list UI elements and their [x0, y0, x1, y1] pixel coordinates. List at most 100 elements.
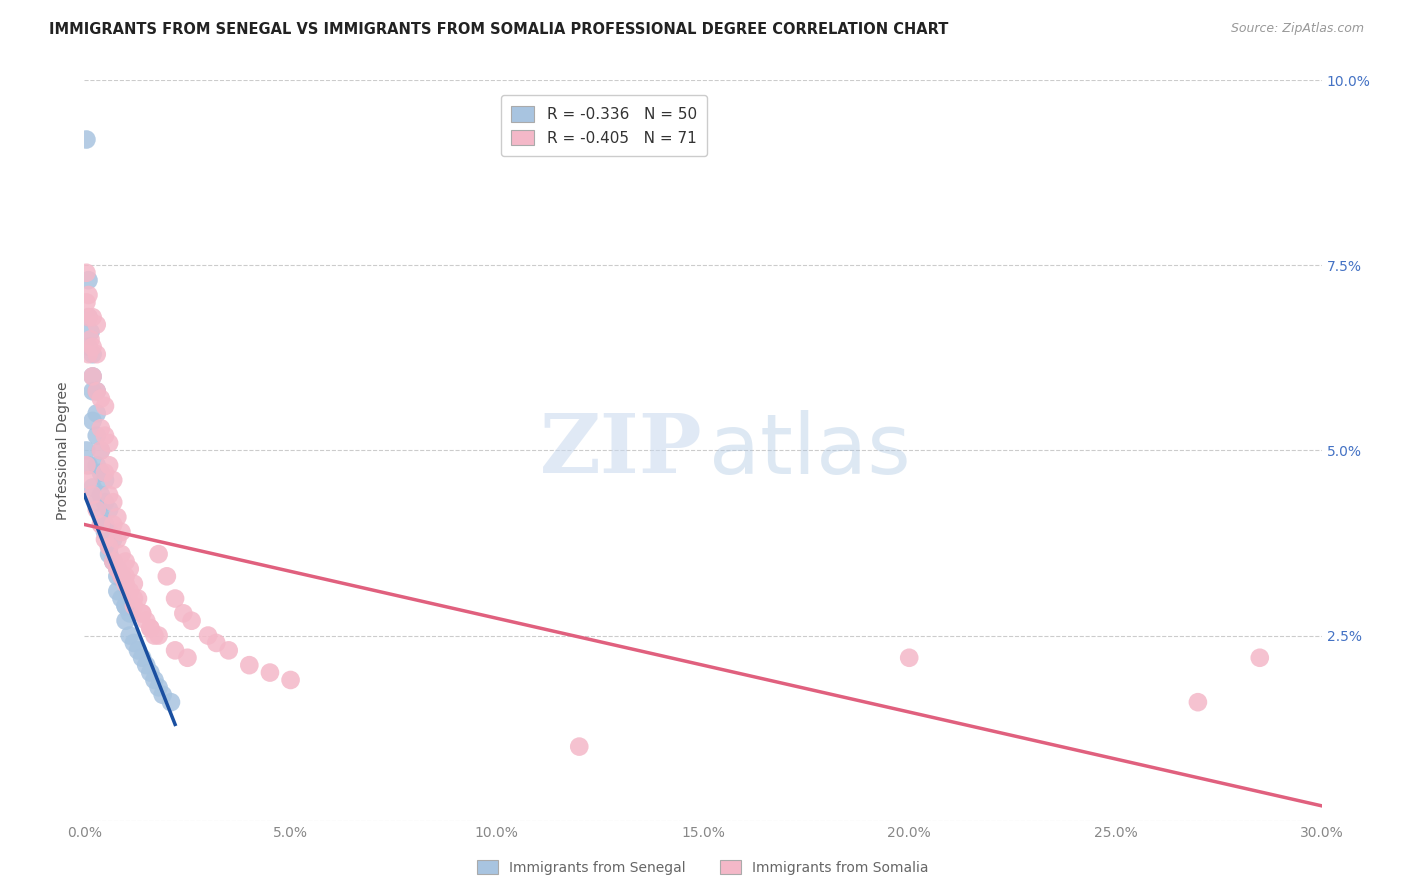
Point — [98, 524, 121, 539]
Point — [98, 540, 121, 554]
Legend: Immigrants from Senegal, Immigrants from Somalia: Immigrants from Senegal, Immigrants from… — [471, 855, 935, 880]
Point — [122, 576, 145, 591]
Point — [86, 384, 108, 399]
Point — [98, 436, 121, 450]
Point — [75, 295, 97, 310]
Text: ZIP: ZIP — [540, 410, 703, 491]
Point — [86, 495, 108, 509]
Point — [103, 554, 125, 569]
Point — [103, 473, 125, 487]
Point — [131, 607, 153, 621]
Point — [94, 473, 117, 487]
Point — [114, 599, 136, 613]
Point — [105, 569, 128, 583]
Point — [172, 607, 194, 621]
Point — [176, 650, 198, 665]
Point — [94, 428, 117, 442]
Point — [148, 547, 170, 561]
Point — [77, 310, 100, 325]
Point — [118, 628, 141, 642]
Point — [86, 318, 108, 332]
Legend: R = -0.336   N = 50, R = -0.405   N = 71: R = -0.336 N = 50, R = -0.405 N = 71 — [501, 95, 707, 156]
Point — [898, 650, 921, 665]
Point — [75, 266, 97, 280]
Point — [75, 132, 97, 146]
Point — [131, 607, 153, 621]
Point — [82, 384, 104, 399]
Point — [105, 584, 128, 599]
Point — [103, 533, 125, 547]
Point — [110, 569, 132, 583]
Point — [90, 443, 112, 458]
Point — [79, 325, 101, 339]
Point — [152, 688, 174, 702]
Point — [1249, 650, 1271, 665]
Point — [98, 502, 121, 516]
Point — [105, 510, 128, 524]
Point — [110, 547, 132, 561]
Text: IMMIGRANTS FROM SENEGAL VS IMMIGRANTS FROM SOMALIA PROFESSIONAL DEGREE CORRELATI: IMMIGRANTS FROM SENEGAL VS IMMIGRANTS FR… — [49, 22, 949, 37]
Point — [122, 636, 145, 650]
Point — [82, 481, 104, 495]
Point — [94, 517, 117, 532]
Point — [86, 458, 108, 473]
Point — [105, 562, 128, 576]
Point — [86, 407, 108, 421]
Point — [94, 533, 117, 547]
Point — [75, 443, 97, 458]
Point — [94, 524, 117, 539]
Point — [79, 332, 101, 346]
Point — [82, 310, 104, 325]
Point — [77, 273, 100, 287]
Y-axis label: Professional Degree: Professional Degree — [56, 381, 70, 520]
Point — [105, 533, 128, 547]
Point — [238, 658, 260, 673]
Point — [86, 428, 108, 442]
Point — [98, 458, 121, 473]
Text: Source: ZipAtlas.com: Source: ZipAtlas.com — [1230, 22, 1364, 36]
Point — [1187, 695, 1209, 709]
Point — [143, 673, 166, 687]
Point — [98, 488, 121, 502]
Point — [143, 628, 166, 642]
Point — [160, 695, 183, 709]
Point — [90, 443, 112, 458]
Point — [114, 569, 136, 583]
Point — [90, 421, 112, 435]
Point — [114, 614, 136, 628]
Point — [94, 466, 117, 480]
Point — [77, 458, 100, 473]
Point — [118, 584, 141, 599]
Point — [135, 614, 157, 628]
Point — [114, 599, 136, 613]
Point — [82, 414, 104, 428]
Point — [94, 495, 117, 509]
Point — [127, 643, 149, 657]
Text: atlas: atlas — [709, 410, 911, 491]
Point — [197, 628, 219, 642]
Point — [568, 739, 591, 754]
Point — [122, 599, 145, 613]
Point — [139, 621, 162, 635]
Point — [77, 347, 100, 361]
Point — [86, 384, 108, 399]
Point — [165, 643, 187, 657]
Point — [180, 614, 202, 628]
Point — [82, 369, 104, 384]
Point — [90, 466, 112, 480]
Point — [280, 673, 302, 687]
Point — [90, 510, 112, 524]
Point — [98, 540, 121, 554]
Point — [77, 288, 100, 302]
Point — [77, 340, 100, 354]
Point — [105, 562, 128, 576]
Point — [148, 628, 170, 642]
Point — [86, 502, 108, 516]
Point — [114, 554, 136, 569]
Point — [77, 310, 100, 325]
Point — [259, 665, 281, 680]
Point — [131, 650, 153, 665]
Point — [118, 562, 141, 576]
Point — [127, 591, 149, 606]
Point — [94, 399, 117, 413]
